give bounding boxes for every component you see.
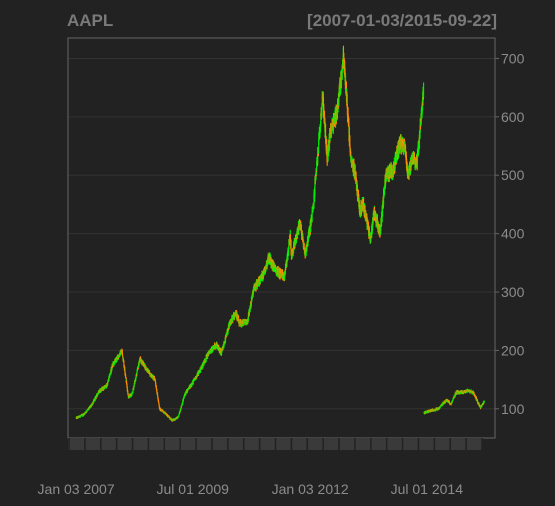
grid-lines xyxy=(68,57,495,410)
y-axis: 100 200 300 400 500 600 700 xyxy=(495,50,525,417)
y-tick-label: 200 xyxy=(501,342,525,358)
chart-title: AAPL xyxy=(67,11,113,30)
plot-border xyxy=(67,37,496,439)
y-tick-label: 300 xyxy=(501,284,525,300)
x-tick-label: Jul 01 2009 xyxy=(157,481,230,497)
x-tick-label: Jan 03 2007 xyxy=(38,481,115,497)
y-tick-label: 600 xyxy=(501,109,525,125)
candle-series xyxy=(75,45,485,422)
y-tick-label: 500 xyxy=(501,167,525,183)
y-tick-label: 400 xyxy=(501,226,525,242)
x-tick-label: Jan 03 2012 xyxy=(272,481,349,497)
y-tick-label: 100 xyxy=(501,401,525,417)
x-axis: Jan 03 2007 Jul 01 2009 Jan 03 2012 Jul 01 … xyxy=(38,438,483,497)
y-tick-label: 700 xyxy=(501,50,525,66)
x-tick-label: Jul 01 2014 xyxy=(391,481,464,497)
chart-date-range: [2007-01-03/2015-09-22] xyxy=(307,11,497,30)
